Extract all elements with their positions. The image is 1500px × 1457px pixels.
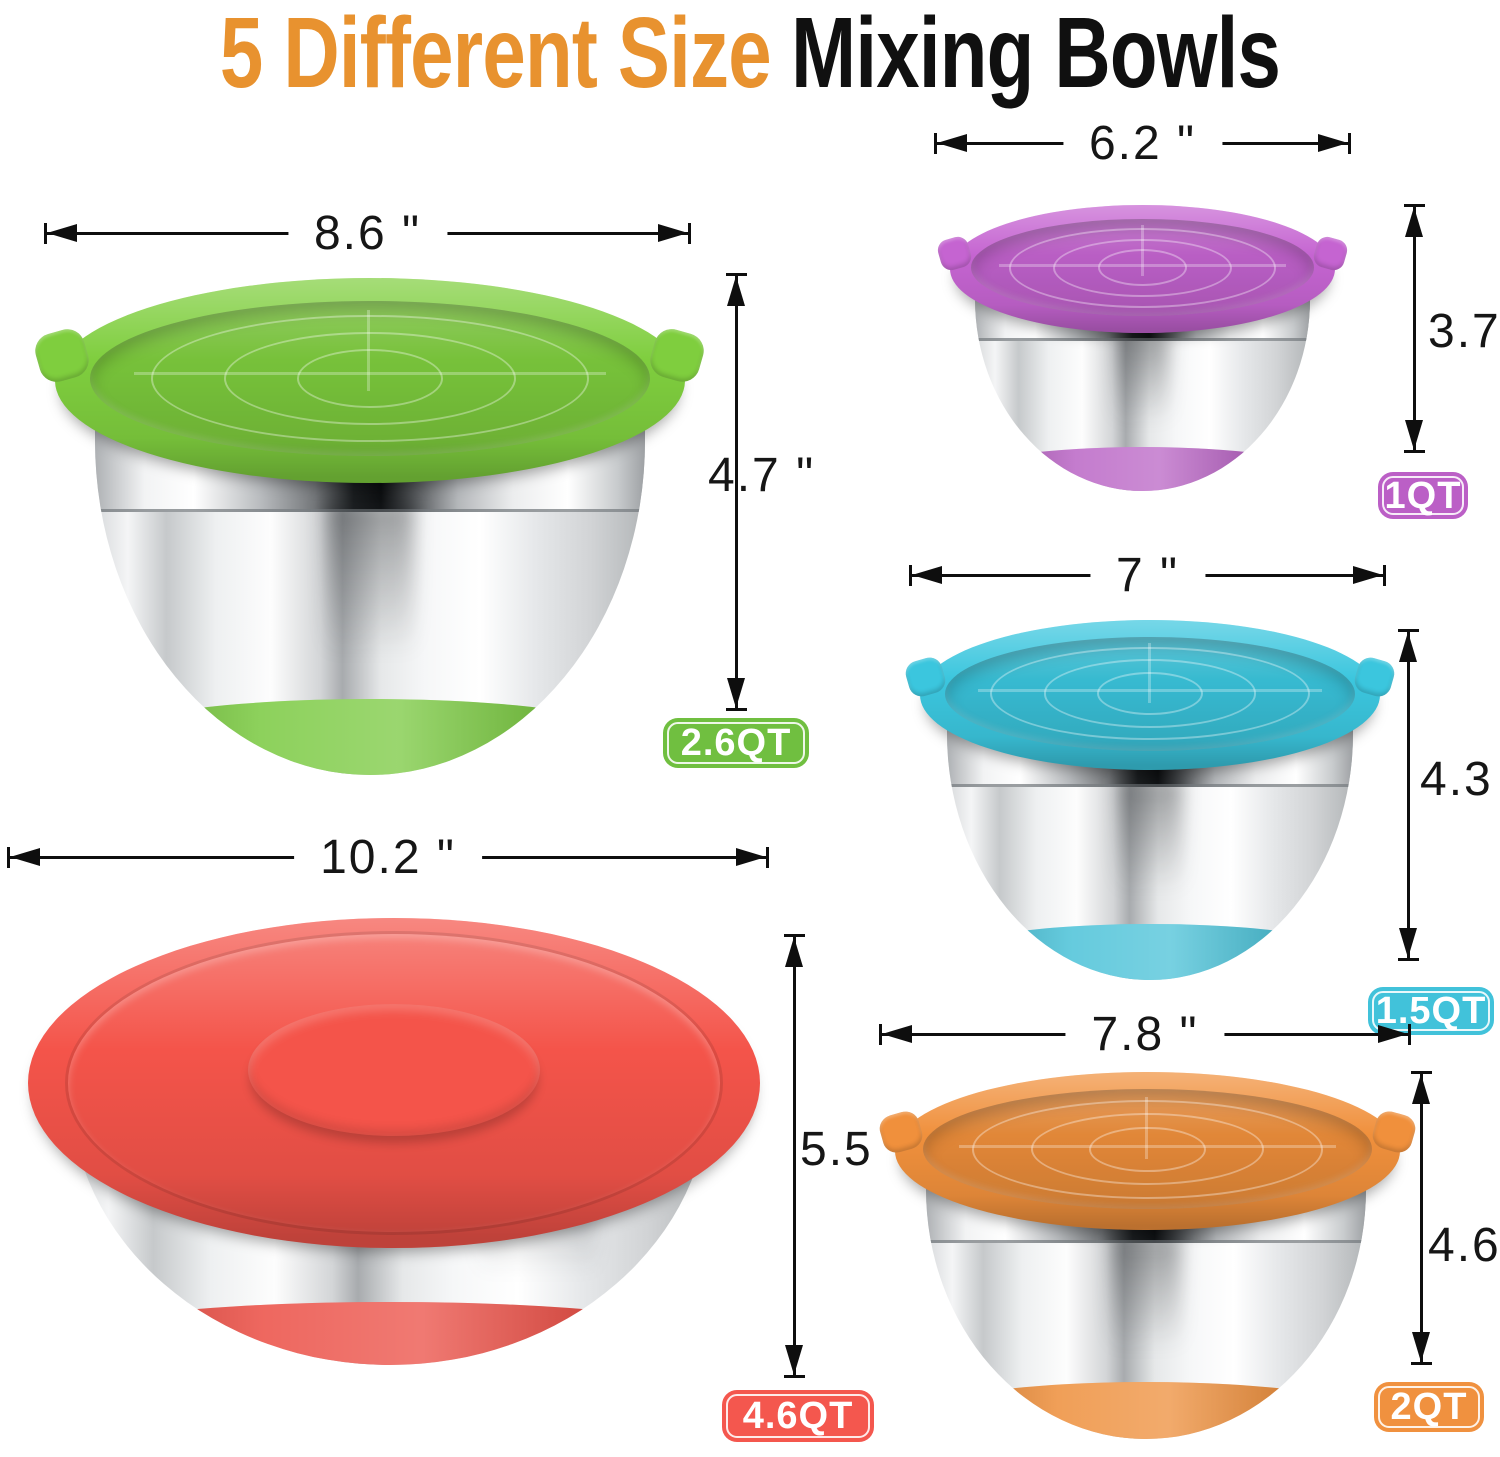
arrowhead-down-icon bbox=[727, 678, 745, 708]
arrowhead-down-icon bbox=[1412, 1332, 1430, 1362]
metal-reflection bbox=[1115, 334, 1170, 433]
width-dimension-arrow: 6.2 " bbox=[934, 120, 1351, 168]
arrowhead-up-icon bbox=[1412, 1074, 1430, 1104]
arrowhead-right-icon bbox=[1318, 134, 1348, 152]
width-label: 8.6 " bbox=[287, 210, 448, 258]
width-dimension-arrow: 7 " bbox=[909, 552, 1386, 600]
capacity-badge: 4.6QT bbox=[722, 1390, 874, 1442]
bowl-orange bbox=[850, 1000, 1500, 1457]
metal-reflection bbox=[1110, 1234, 1182, 1363]
bowl-group-purple: 6.2 " 3.7 " 1QT bbox=[880, 110, 1500, 542]
silicone-base bbox=[926, 1382, 1366, 1439]
lid-tab-left bbox=[902, 654, 949, 700]
title-highlight: 5 Different Size bbox=[219, 0, 772, 109]
bowl-red bbox=[0, 780, 900, 1457]
arrowhead-up-icon bbox=[785, 937, 803, 967]
bowl-lid bbox=[902, 620, 1398, 770]
lid-surface bbox=[945, 636, 1355, 751]
height-label: 4.6 " bbox=[1428, 1219, 1500, 1272]
bowl-lid bbox=[935, 205, 1350, 333]
arrowhead-left-icon bbox=[10, 848, 40, 866]
arrowhead-left-icon bbox=[882, 1025, 912, 1043]
lid-surface bbox=[971, 219, 1314, 317]
height-label: 4.3 " bbox=[1420, 753, 1500, 806]
height-dimension-arrow bbox=[1398, 629, 1419, 961]
bowl-lid bbox=[876, 1072, 1419, 1230]
width-label: 10.2 " bbox=[294, 834, 482, 882]
capacity-badge: 1QT bbox=[1378, 472, 1468, 519]
arrowhead-up-icon bbox=[727, 276, 745, 306]
lid-ring bbox=[1096, 671, 1204, 716]
capacity-badge: 1.5QT bbox=[1368, 987, 1494, 1035]
height-dimension-arrow bbox=[1404, 204, 1425, 453]
height-label: 3.7 " bbox=[1428, 305, 1500, 358]
metal-reflection bbox=[326, 501, 414, 673]
capacity-badge: 2.6QT bbox=[663, 718, 809, 768]
arrowhead-right-icon bbox=[1353, 566, 1383, 584]
bowl-group-orange: 7.8 " 4.6 " 2QT bbox=[850, 1000, 1500, 1457]
arrowhead-up-icon bbox=[1399, 632, 1417, 662]
lid-surface bbox=[89, 300, 651, 457]
lid-ring bbox=[1089, 1126, 1206, 1173]
bowl-lid bbox=[28, 918, 760, 1248]
capacity-badge: 2QT bbox=[1374, 1382, 1484, 1432]
lid-ring bbox=[1043, 659, 1257, 728]
lid-groove bbox=[64, 931, 724, 1235]
arrowhead-right-icon bbox=[658, 224, 688, 242]
arrowhead-up-icon bbox=[1405, 207, 1423, 237]
silicone-base bbox=[95, 699, 645, 775]
lid-ring bbox=[1053, 238, 1232, 297]
lid-surface bbox=[922, 1089, 1373, 1210]
lid-tab-right bbox=[1369, 1108, 1419, 1156]
lid-ring bbox=[224, 331, 516, 426]
height-dimension-arrow bbox=[784, 934, 805, 1378]
bowl-green bbox=[30, 200, 840, 800]
metal-reflection bbox=[1117, 778, 1183, 905]
arrowhead-down-icon bbox=[1399, 928, 1417, 958]
lid-ring bbox=[1097, 249, 1188, 287]
bowl-lid bbox=[31, 278, 709, 483]
silicone-base bbox=[947, 924, 1353, 980]
silicone-base bbox=[70, 1302, 710, 1365]
silicone-base bbox=[975, 447, 1310, 491]
arrowhead-down-icon bbox=[1405, 420, 1423, 450]
height-dimension-arrow bbox=[726, 273, 747, 711]
lid-center-cap bbox=[247, 1003, 541, 1136]
width-label: 7 " bbox=[1089, 552, 1206, 600]
height-dimension-arrow bbox=[1411, 1071, 1432, 1365]
width-dimension-arrow: 10.2 " bbox=[7, 834, 769, 882]
bowl-purple bbox=[880, 110, 1500, 542]
height-label: 4.7 " bbox=[708, 449, 816, 502]
width-label: 7.8 " bbox=[1065, 1011, 1225, 1059]
arrowhead-left-icon bbox=[912, 566, 942, 584]
lid-tab-left bbox=[935, 234, 974, 273]
page-title: 5 Different Size Mixing Bowls bbox=[165, 2, 1335, 104]
lid-ring bbox=[297, 348, 443, 409]
width-label: 6.2 " bbox=[1062, 120, 1223, 168]
lid-tab-right bbox=[1351, 654, 1398, 700]
bowl-group-blue: 7 " 4.3 " 1.5QT bbox=[880, 540, 1500, 1052]
arrowhead-left-icon bbox=[47, 224, 77, 242]
lid-ring bbox=[1030, 1113, 1265, 1186]
bowl-group-red: 10.2 " 5.5 " 4.6QT bbox=[0, 780, 905, 1457]
lid-tab-right bbox=[1311, 234, 1350, 273]
bowl-blue bbox=[880, 540, 1500, 1052]
width-dimension-arrow: 8.6 " bbox=[44, 210, 691, 258]
arrowhead-left-icon bbox=[937, 134, 967, 152]
lid-tab-left bbox=[31, 325, 94, 387]
arrowhead-down-icon bbox=[785, 1345, 803, 1375]
lid-tab-right bbox=[646, 325, 709, 387]
title-rest: Mixing Bowls bbox=[791, 0, 1281, 109]
bowl-group-green: 8.6 " 4.7 " 2.6QT bbox=[30, 200, 840, 800]
lid-tab-left bbox=[876, 1108, 926, 1156]
arrowhead-right-icon bbox=[1378, 1025, 1408, 1043]
arrowhead-right-icon bbox=[736, 848, 766, 866]
width-dimension-arrow: 7.8 " bbox=[879, 1011, 1411, 1059]
